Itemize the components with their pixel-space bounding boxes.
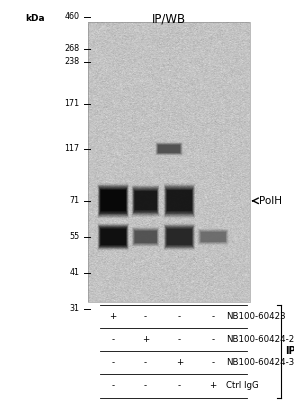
Text: -: - [178,335,181,344]
Text: 171: 171 [64,100,79,108]
FancyBboxPatch shape [99,227,127,247]
Text: IP: IP [285,346,294,356]
FancyBboxPatch shape [166,189,193,212]
FancyBboxPatch shape [132,185,159,217]
Text: NB100-60424-3: NB100-60424-3 [226,358,294,367]
Text: -: - [212,335,215,344]
FancyBboxPatch shape [166,188,193,214]
FancyBboxPatch shape [98,224,128,249]
Text: kDa: kDa [25,14,45,23]
FancyBboxPatch shape [134,190,157,212]
FancyBboxPatch shape [101,229,126,245]
Text: 117: 117 [64,144,79,153]
FancyBboxPatch shape [155,142,183,156]
FancyBboxPatch shape [201,232,226,242]
Text: +: + [176,358,183,367]
FancyBboxPatch shape [157,144,181,154]
Text: -: - [212,358,215,367]
FancyBboxPatch shape [199,230,227,243]
FancyBboxPatch shape [167,190,192,211]
Text: -: - [112,358,115,367]
FancyBboxPatch shape [158,145,180,153]
FancyBboxPatch shape [133,189,158,213]
FancyBboxPatch shape [100,189,126,212]
FancyBboxPatch shape [201,232,226,242]
FancyBboxPatch shape [167,229,192,245]
FancyBboxPatch shape [133,229,158,244]
Text: 238: 238 [64,58,79,66]
Text: +: + [142,335,149,344]
Text: Ctrl IgG: Ctrl IgG [226,382,259,390]
FancyBboxPatch shape [166,227,193,247]
FancyBboxPatch shape [158,144,181,153]
FancyBboxPatch shape [134,231,156,243]
FancyBboxPatch shape [134,191,156,210]
FancyBboxPatch shape [132,186,159,216]
FancyBboxPatch shape [164,185,194,217]
Bar [88,22,250,302]
Text: 41: 41 [69,268,79,277]
FancyBboxPatch shape [167,229,192,245]
Text: +: + [110,312,117,321]
Text: 31: 31 [69,304,79,313]
FancyBboxPatch shape [132,228,159,246]
Text: 268: 268 [64,44,79,53]
FancyBboxPatch shape [101,229,126,245]
Text: -: - [144,312,147,321]
FancyBboxPatch shape [134,230,157,244]
Text: -: - [178,382,181,390]
FancyBboxPatch shape [156,143,182,154]
FancyBboxPatch shape [101,190,126,211]
Text: IP/WB: IP/WB [152,13,186,26]
FancyBboxPatch shape [200,231,226,242]
Text: -: - [144,382,147,390]
Text: +: + [210,382,217,390]
FancyBboxPatch shape [98,184,129,218]
Text: -: - [112,382,115,390]
FancyBboxPatch shape [101,190,126,211]
FancyBboxPatch shape [133,187,158,214]
FancyBboxPatch shape [99,226,128,248]
FancyBboxPatch shape [98,185,128,217]
FancyBboxPatch shape [132,227,159,247]
Text: -: - [212,312,215,321]
FancyBboxPatch shape [98,224,129,250]
FancyBboxPatch shape [165,186,194,215]
Text: -: - [112,335,115,344]
FancyBboxPatch shape [167,190,192,211]
FancyBboxPatch shape [164,224,195,250]
FancyBboxPatch shape [198,228,229,245]
FancyBboxPatch shape [198,229,228,244]
FancyBboxPatch shape [156,143,182,155]
FancyBboxPatch shape [199,230,228,244]
FancyBboxPatch shape [99,186,128,215]
FancyBboxPatch shape [133,228,158,245]
FancyBboxPatch shape [99,188,127,214]
Text: -: - [178,312,181,321]
Text: 460: 460 [64,12,79,21]
FancyBboxPatch shape [158,145,180,153]
FancyBboxPatch shape [100,228,126,246]
Text: -: - [144,358,147,367]
Text: 55: 55 [69,232,79,241]
FancyBboxPatch shape [134,191,156,210]
FancyBboxPatch shape [134,231,156,243]
Text: 71: 71 [69,196,79,205]
Text: NB100-60424-2: NB100-60424-2 [226,335,294,344]
FancyBboxPatch shape [166,228,193,246]
FancyBboxPatch shape [164,184,195,218]
Text: PolH: PolH [259,196,282,206]
Text: NB100-60423: NB100-60423 [226,312,286,321]
FancyBboxPatch shape [165,226,194,248]
FancyBboxPatch shape [164,224,194,249]
